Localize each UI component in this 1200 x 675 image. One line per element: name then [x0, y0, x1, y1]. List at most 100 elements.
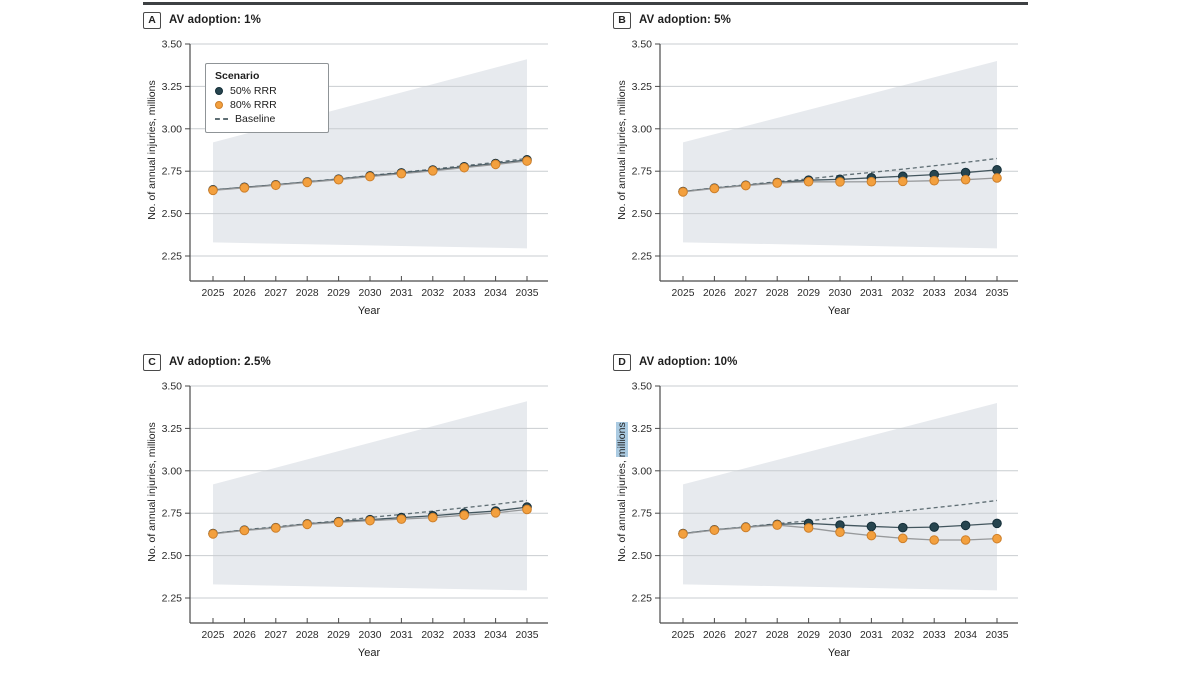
data-point	[333, 517, 344, 528]
legend-dash-baseline-icon	[215, 118, 228, 120]
panel-c-header: C AV adoption: 2.5%	[143, 352, 271, 372]
data-point	[522, 504, 532, 515]
uncertainty-band	[213, 59, 527, 249]
panel-letter: D	[613, 353, 631, 371]
data-point	[835, 177, 845, 187]
svg-text:3.00: 3.00	[162, 465, 183, 477]
svg-text:2034: 2034	[954, 288, 977, 299]
legend-dot-80-rrr-icon	[215, 101, 223, 109]
svg-text:2032: 2032	[891, 288, 914, 299]
series-80-rrr	[678, 520, 1002, 545]
svg-text:2.50: 2.50	[632, 208, 653, 220]
data-point	[866, 530, 877, 541]
svg-text:3.50: 3.50	[162, 381, 183, 393]
data-point	[960, 520, 971, 531]
x-axis-label: Year	[827, 305, 851, 317]
panel-c-plot: 3.50 3.25 3.00 2.75 2.50 2.25 2025 2026 2027 2028…	[162, 381, 548, 641]
data-point	[992, 533, 1002, 544]
panel-d-header: D AV adoption: 10%	[613, 352, 738, 372]
data-point	[396, 514, 407, 524]
data-point	[678, 187, 688, 197]
svg-text:2032: 2032	[891, 630, 914, 641]
data-point	[741, 522, 751, 533]
svg-text:3.00: 3.00	[632, 123, 653, 135]
svg-text:2031: 2031	[860, 630, 883, 641]
data-point	[772, 520, 782, 530]
legend: Scenario 50% RRR 80% RRR Baseline	[205, 63, 329, 133]
figure-top-rule	[143, 2, 1028, 5]
x-axis-label: Year	[357, 305, 381, 317]
data-point	[866, 176, 877, 187]
svg-text:2031: 2031	[860, 288, 883, 299]
svg-text:2.75: 2.75	[632, 508, 653, 520]
svg-text:2.75: 2.75	[162, 166, 183, 178]
svg-text:2034: 2034	[954, 630, 977, 641]
data-point	[772, 178, 782, 188]
panel-title: AV adoption: 1%	[169, 14, 262, 26]
data-point	[522, 156, 532, 166]
legend-item-baseline: Baseline	[215, 113, 319, 125]
svg-text:3.25: 3.25	[632, 423, 653, 435]
svg-text:2.25: 2.25	[162, 251, 183, 263]
svg-text:2.25: 2.25	[632, 251, 653, 263]
svg-text:2026: 2026	[233, 288, 256, 299]
x-tick-labels: 2025 2026 2027 2028 2029 2030 2031 2032 2033 2034…	[202, 276, 539, 299]
svg-text:2025: 2025	[202, 630, 225, 641]
svg-text:2.25: 2.25	[162, 593, 183, 605]
data-point	[929, 175, 940, 186]
data-point	[709, 183, 720, 194]
data-point	[803, 523, 814, 533]
svg-text:2.75: 2.75	[162, 508, 183, 520]
data-point	[396, 168, 407, 179]
x-tick-labels: 2025 2026 2027 2028 2029 2030 2031 2032 2033 2034…	[202, 618, 539, 641]
svg-text:2025: 2025	[672, 630, 695, 641]
data-point	[208, 185, 218, 196]
svg-text:2029: 2029	[327, 288, 350, 299]
data-point	[271, 523, 281, 533]
data-point	[239, 525, 250, 536]
svg-text:2028: 2028	[766, 288, 789, 299]
legend-label: Baseline	[235, 113, 276, 125]
svg-text:2026: 2026	[703, 288, 726, 299]
data-point	[208, 529, 218, 539]
svg-text:2030: 2030	[829, 630, 852, 641]
svg-text:2027: 2027	[734, 288, 757, 299]
svg-text:2032: 2032	[421, 288, 444, 299]
data-point	[459, 510, 470, 521]
data-point	[960, 174, 971, 185]
data-point	[490, 508, 501, 518]
legend-label: 80% RRR	[230, 99, 277, 111]
uncertainty-band	[683, 402, 997, 591]
data-point	[709, 525, 720, 535]
svg-text:2028: 2028	[766, 630, 789, 641]
svg-text:2026: 2026	[703, 630, 726, 641]
data-point	[835, 527, 845, 537]
data-point	[929, 535, 940, 545]
data-point	[333, 174, 344, 185]
x-axis-label: Year	[827, 647, 851, 659]
panel-b-header: B AV adoption: 5%	[613, 10, 731, 30]
uncertainty-band	[213, 401, 527, 591]
panel-letter: C	[143, 353, 161, 371]
data-point	[365, 515, 375, 526]
svg-text:2031: 2031	[390, 288, 413, 299]
svg-text:3.25: 3.25	[162, 81, 183, 93]
legend-dot-50-rrr-icon	[215, 87, 223, 95]
panel-title: AV adoption: 5%	[639, 14, 732, 26]
data-point	[459, 162, 470, 173]
svg-text:2029: 2029	[327, 630, 350, 641]
data-point	[898, 522, 908, 533]
data-point	[428, 166, 438, 176]
svg-text:2035: 2035	[516, 288, 539, 299]
svg-text:2035: 2035	[516, 630, 539, 641]
data-point	[490, 159, 501, 170]
data-point	[678, 529, 688, 539]
gridlines: 3.50 3.25 3.00 2.75 2.50 2.25	[632, 381, 1018, 605]
panel-letter: B	[613, 11, 631, 29]
x-tick-labels: 2025 2026 2027 2028 2029 2030 2031 2032 2033 2034…	[672, 618, 1009, 641]
data-point	[992, 518, 1002, 529]
series-80-rrr	[678, 173, 1002, 197]
axes	[189, 386, 548, 624]
svg-text:2029: 2029	[797, 630, 820, 641]
